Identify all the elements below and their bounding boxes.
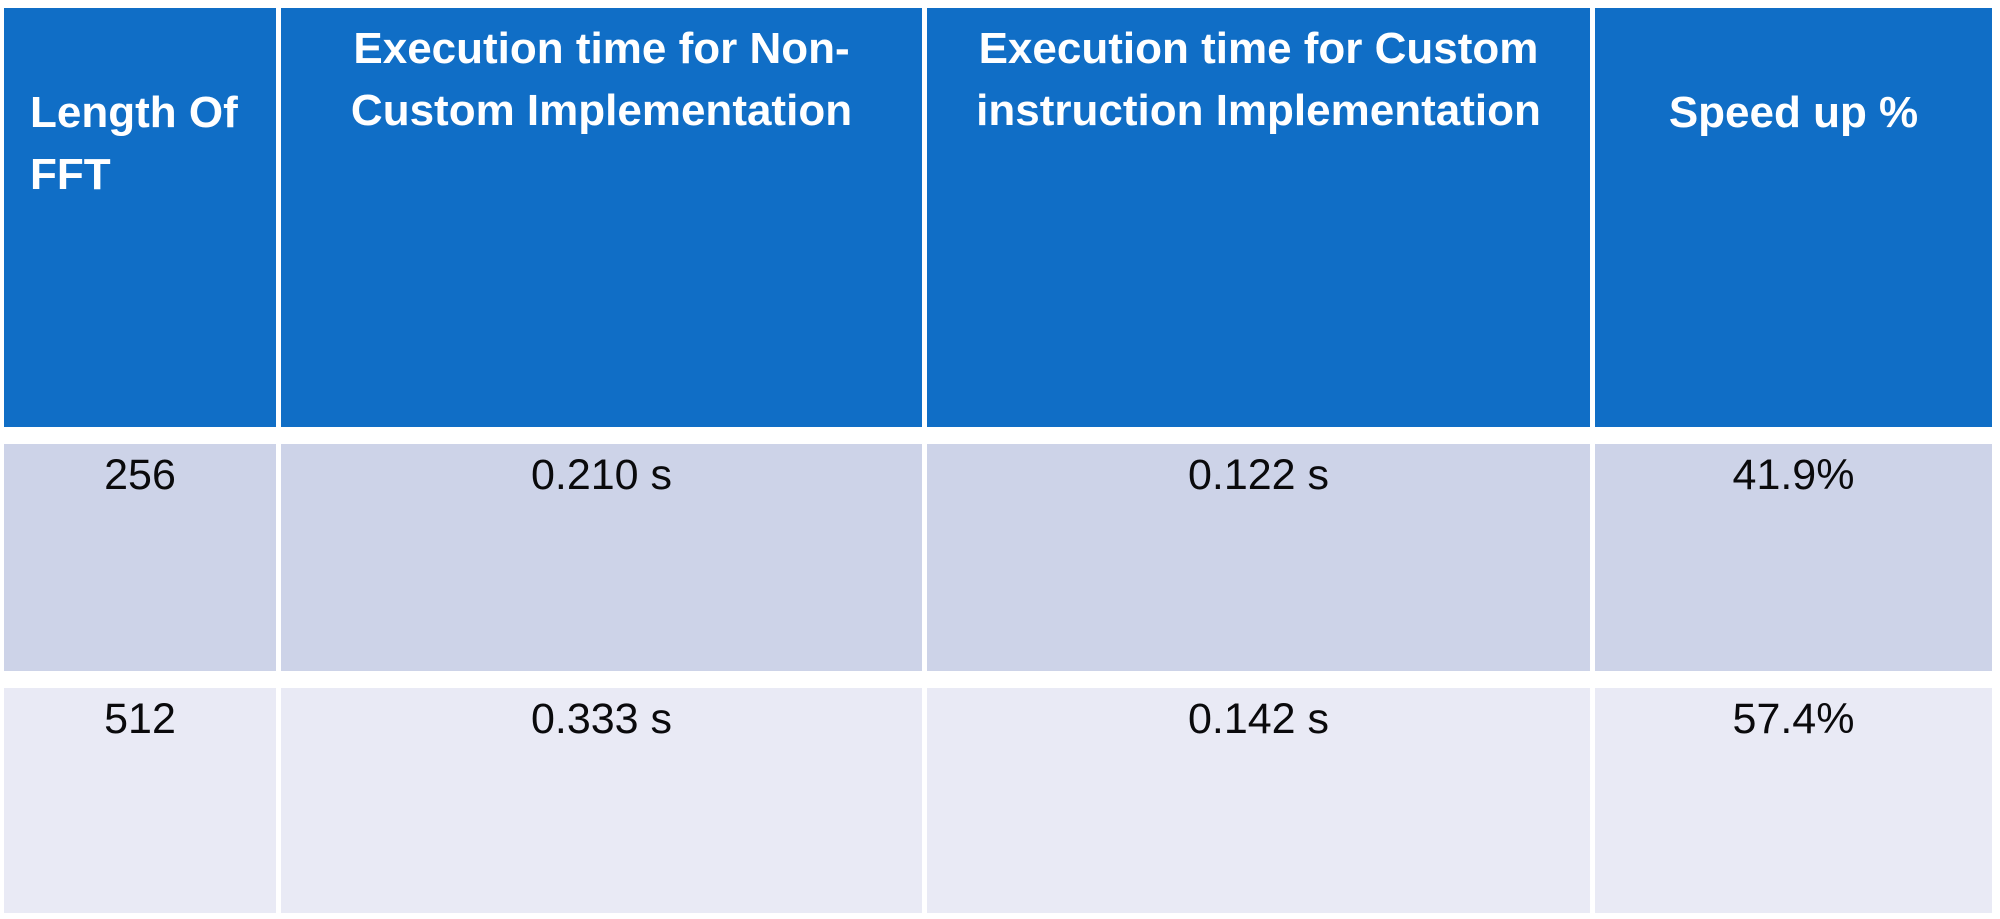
cell-row2-custom-time: 0.142 s — [927, 688, 1590, 913]
cell-row2-fft-length: 512 — [4, 688, 276, 913]
cell-row1-custom-time: 0.122 s — [927, 444, 1590, 671]
header-speed-up-percent: Speed up % — [1595, 8, 1992, 427]
cell-row2-noncustom-time: 0.333 s — [281, 688, 922, 913]
cell-row2-speed-up: 57.4% — [1595, 688, 1992, 913]
cell-row1-fft-length: 256 — [4, 444, 276, 671]
header-noncustom-execution-time: Execution time for Non- Custom Implement… — [281, 8, 922, 427]
header-length-of-fft: Length Of FFT — [4, 8, 276, 427]
cell-row1-noncustom-time: 0.210 s — [281, 444, 922, 671]
header-custom-instruction-execution-time: Execution time for Custom instruction Im… — [927, 8, 1590, 427]
cell-row1-speed-up: 41.9% — [1595, 444, 1992, 671]
